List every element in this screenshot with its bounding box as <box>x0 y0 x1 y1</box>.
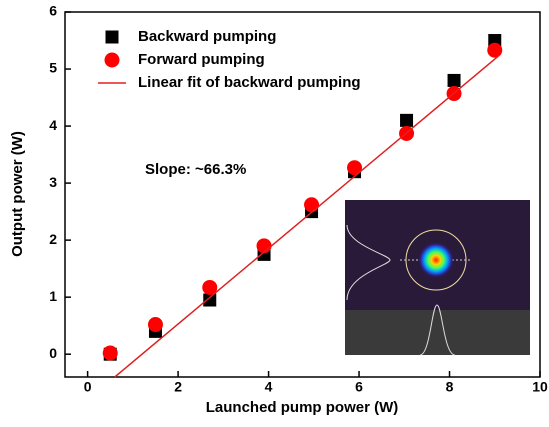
chart: Launched pump power (W) Output power (W)… <box>0 0 549 422</box>
x-tick-label: 2 <box>174 379 182 395</box>
y-tick-label: 4 <box>49 117 57 133</box>
legend-label: Linear fit of backward pumping <box>138 74 361 91</box>
marker <box>148 317 163 332</box>
marker <box>257 238 272 253</box>
legend-label: Forward pumping <box>138 51 265 68</box>
y-tick-label: 5 <box>49 60 57 76</box>
marker <box>304 197 319 212</box>
y-axis-label: Output power (W) <box>9 131 26 257</box>
marker <box>400 114 413 127</box>
legend-label: Backward pumping <box>138 28 276 45</box>
y-tick-label: 3 <box>49 174 57 190</box>
x-tick-label: 0 <box>84 379 92 395</box>
x-tick-label: 8 <box>446 379 454 395</box>
marker <box>103 346 118 361</box>
marker <box>487 43 502 58</box>
y-tick-label: 2 <box>49 231 57 247</box>
y-tick-label: 0 <box>49 345 57 361</box>
legend-marker <box>105 53 120 68</box>
annotation: Slope: ~66.3% <box>145 161 246 178</box>
x-axis-label: Launched pump power (W) <box>206 399 399 416</box>
marker <box>203 294 216 307</box>
y-tick-label: 1 <box>49 288 57 304</box>
x-tick-label: 4 <box>265 379 273 395</box>
y-tick-label: 6 <box>49 3 57 19</box>
x-tick-label: 10 <box>532 379 548 395</box>
page: {"chart_data": {"type": "scatter", "x_la… <box>0 0 549 422</box>
x-tick-label: 6 <box>355 379 363 395</box>
marker <box>448 74 461 87</box>
inset-image <box>345 200 530 355</box>
legend-marker <box>106 31 119 44</box>
